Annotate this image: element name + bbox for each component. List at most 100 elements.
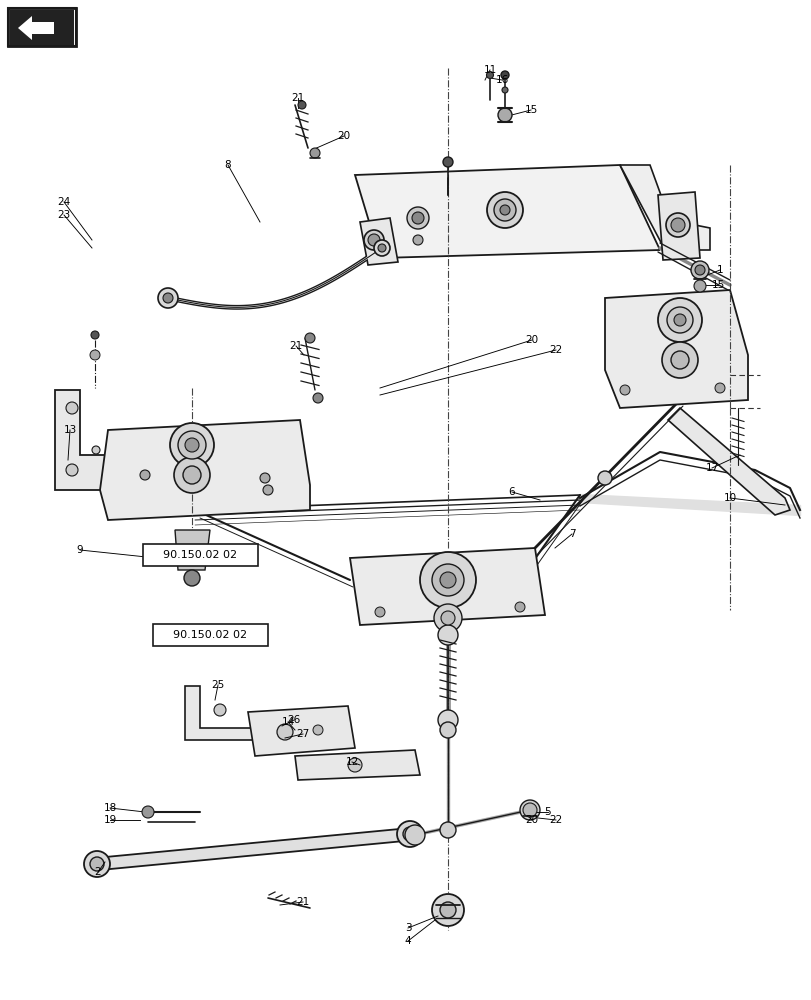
- Polygon shape: [247, 706, 354, 756]
- Circle shape: [158, 288, 178, 308]
- Circle shape: [92, 446, 100, 454]
- Polygon shape: [95, 828, 414, 870]
- Circle shape: [661, 342, 697, 378]
- Polygon shape: [354, 165, 659, 258]
- Circle shape: [670, 351, 689, 369]
- Polygon shape: [18, 16, 54, 40]
- Bar: [143, 544, 258, 566]
- Circle shape: [514, 602, 525, 612]
- Circle shape: [375, 607, 384, 617]
- Circle shape: [90, 857, 104, 871]
- Circle shape: [142, 806, 154, 818]
- Circle shape: [437, 625, 457, 645]
- Circle shape: [363, 230, 384, 250]
- Circle shape: [519, 800, 539, 820]
- Text: 27: 27: [296, 729, 309, 739]
- Circle shape: [66, 464, 78, 476]
- Circle shape: [693, 280, 705, 292]
- Circle shape: [419, 552, 475, 608]
- Polygon shape: [185, 686, 255, 740]
- Circle shape: [312, 725, 323, 735]
- Polygon shape: [604, 290, 747, 408]
- Circle shape: [620, 385, 629, 395]
- Text: 14: 14: [281, 717, 294, 727]
- Circle shape: [694, 265, 704, 275]
- Text: 20: 20: [337, 131, 350, 141]
- Circle shape: [437, 710, 457, 730]
- Circle shape: [374, 240, 389, 256]
- Bar: [8, 8, 76, 46]
- Text: 13: 13: [63, 425, 76, 435]
- Text: 17: 17: [705, 463, 718, 473]
- Circle shape: [487, 192, 522, 228]
- Polygon shape: [667, 408, 789, 515]
- Circle shape: [277, 724, 293, 740]
- Circle shape: [185, 438, 199, 452]
- Circle shape: [90, 350, 100, 360]
- Circle shape: [440, 822, 456, 838]
- Circle shape: [402, 827, 417, 841]
- Circle shape: [310, 148, 320, 158]
- Polygon shape: [100, 420, 310, 520]
- Text: 9: 9: [76, 545, 84, 555]
- Polygon shape: [55, 390, 118, 490]
- Circle shape: [486, 72, 493, 79]
- Text: 8: 8: [225, 160, 231, 170]
- Circle shape: [298, 101, 306, 109]
- Text: 3: 3: [404, 923, 411, 933]
- Circle shape: [597, 471, 611, 485]
- Circle shape: [431, 894, 463, 926]
- Circle shape: [305, 333, 315, 343]
- Circle shape: [440, 722, 456, 738]
- Text: 22: 22: [549, 815, 562, 825]
- Circle shape: [91, 331, 99, 339]
- Circle shape: [411, 212, 423, 224]
- Text: 1: 1: [716, 265, 723, 275]
- Polygon shape: [350, 548, 544, 625]
- Circle shape: [443, 157, 453, 167]
- Text: 15: 15: [710, 280, 723, 290]
- Circle shape: [522, 803, 536, 817]
- Text: 22: 22: [549, 345, 562, 355]
- Text: 5: 5: [544, 807, 551, 817]
- Text: 20: 20: [525, 335, 538, 345]
- Circle shape: [440, 572, 456, 588]
- Polygon shape: [294, 750, 419, 780]
- Text: 90.150.02 02: 90.150.02 02: [173, 630, 247, 640]
- Text: 12: 12: [345, 757, 358, 767]
- Text: 21: 21: [289, 341, 303, 351]
- Text: 11: 11: [483, 65, 496, 75]
- Circle shape: [670, 218, 684, 232]
- Text: 21: 21: [296, 897, 309, 907]
- Text: 7: 7: [568, 529, 575, 539]
- Text: 6: 6: [508, 487, 515, 497]
- Text: 90.150.02 02: 90.150.02 02: [163, 550, 237, 560]
- Circle shape: [501, 87, 508, 93]
- Circle shape: [493, 199, 515, 221]
- Text: 10: 10: [723, 493, 736, 503]
- Circle shape: [263, 485, 272, 495]
- Circle shape: [440, 611, 454, 625]
- Circle shape: [666, 307, 692, 333]
- Polygon shape: [620, 165, 709, 250]
- Circle shape: [178, 431, 206, 459]
- Text: 19: 19: [103, 815, 117, 825]
- Circle shape: [673, 314, 685, 326]
- Polygon shape: [657, 192, 699, 260]
- Circle shape: [378, 244, 385, 252]
- Circle shape: [348, 758, 362, 772]
- Text: 16: 16: [495, 75, 508, 85]
- Circle shape: [714, 383, 724, 393]
- Circle shape: [397, 821, 423, 847]
- Circle shape: [431, 564, 463, 596]
- Circle shape: [405, 825, 424, 845]
- Text: 26: 26: [287, 715, 300, 725]
- Polygon shape: [359, 218, 397, 265]
- Circle shape: [139, 470, 150, 480]
- Bar: [10, 10, 74, 46]
- Text: 20: 20: [525, 815, 538, 825]
- Bar: [152, 624, 268, 646]
- Text: 15: 15: [524, 105, 537, 115]
- Circle shape: [690, 261, 708, 279]
- Polygon shape: [175, 530, 210, 570]
